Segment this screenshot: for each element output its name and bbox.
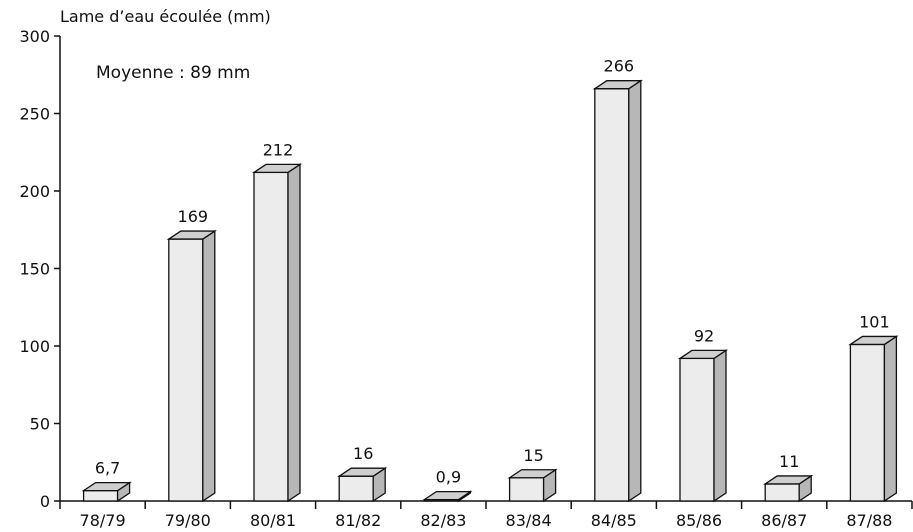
bar-value-label: 16: [353, 444, 373, 463]
bar: [251, 163, 303, 503]
bar-front-face: [168, 238, 204, 502]
bar-side-face: [713, 349, 727, 503]
bar-side-face: [628, 79, 642, 503]
bar: [337, 466, 388, 503]
x-tick-label: 81/82: [335, 511, 381, 530]
bar-front-face: [253, 171, 289, 502]
bar-value-label: 6,7: [95, 459, 120, 478]
x-tick-label: 82/83: [420, 511, 466, 530]
bar-top-face: [507, 469, 558, 479]
y-tick-label: 100: [19, 337, 50, 356]
y-tick-label: 200: [19, 182, 50, 201]
bar-value-label: 101: [859, 312, 890, 331]
bar: [81, 481, 132, 503]
x-tick-label: 85/86: [676, 511, 722, 530]
bar-front-face: [849, 343, 886, 502]
x-tick-label: 84/85: [591, 511, 637, 530]
bar-top-face: [763, 475, 814, 485]
x-axis-ticks: 78/79 79/80 80/81 81/82 82/83 83/84 84/85 85/86…: [59, 501, 913, 530]
x-tick-label: 87/88: [846, 511, 892, 530]
bar-front-face: [508, 477, 545, 502]
bar-value-label: 169: [178, 207, 209, 226]
bar-front-face: [338, 475, 374, 502]
bar-value-label: 92: [694, 326, 714, 345]
bar-value-label: 212: [263, 140, 294, 159]
bar-top-face: [422, 490, 473, 501]
x-tick-label: 83/84: [506, 511, 552, 530]
y-tick-label: 50: [30, 415, 50, 434]
bar-top-face: [592, 80, 643, 90]
bar-side-face: [883, 335, 898, 503]
x-tick-label: 80/81: [250, 511, 296, 530]
bar-top-face: [337, 467, 388, 477]
bar-value-label: 15: [523, 446, 543, 465]
mean-annotation: Moyenne : 89 mm: [96, 63, 250, 83]
y-tick-label: 150: [19, 260, 50, 279]
bar: [507, 468, 558, 503]
x-tick-label: 86/87: [761, 511, 807, 530]
bar-value-label: 11: [779, 452, 799, 471]
bar: [166, 229, 217, 503]
x-tick-label: 79/80: [165, 511, 211, 530]
bar-front-face: [679, 357, 715, 502]
bar-front-face: [82, 489, 119, 502]
y-tick-label: 250: [19, 105, 50, 124]
bar: [592, 79, 643, 503]
bar-side-face: [287, 163, 301, 503]
bar-front-face: [764, 483, 800, 502]
bar-front-face: [594, 88, 630, 502]
bar-top-face: [81, 481, 132, 492]
bar: [677, 349, 729, 503]
bar-top-face: [251, 163, 303, 174]
bars: 6,7 169 212 16 0,9 15 266 92 11 101: [81, 57, 899, 503]
bar: [422, 490, 473, 503]
y-axis-label: Lame d’eau écoulée (mm): [60, 7, 271, 26]
y-axis-ticks: 0 50 100 150 200 250 300: [19, 27, 60, 511]
bar-value-label: 266: [604, 57, 635, 76]
bar: [848, 335, 899, 503]
y-tick-label: 0: [40, 492, 50, 511]
bar-value-label: 0,9: [436, 468, 461, 487]
y-tick-label: 300: [19, 27, 50, 46]
bar-side-face: [202, 229, 216, 503]
bar: [763, 474, 814, 503]
bar-top-face: [848, 335, 899, 346]
bar-top-face: [166, 230, 217, 240]
x-tick-label: 78/79: [80, 511, 126, 530]
bar-top-face: [677, 349, 729, 360]
